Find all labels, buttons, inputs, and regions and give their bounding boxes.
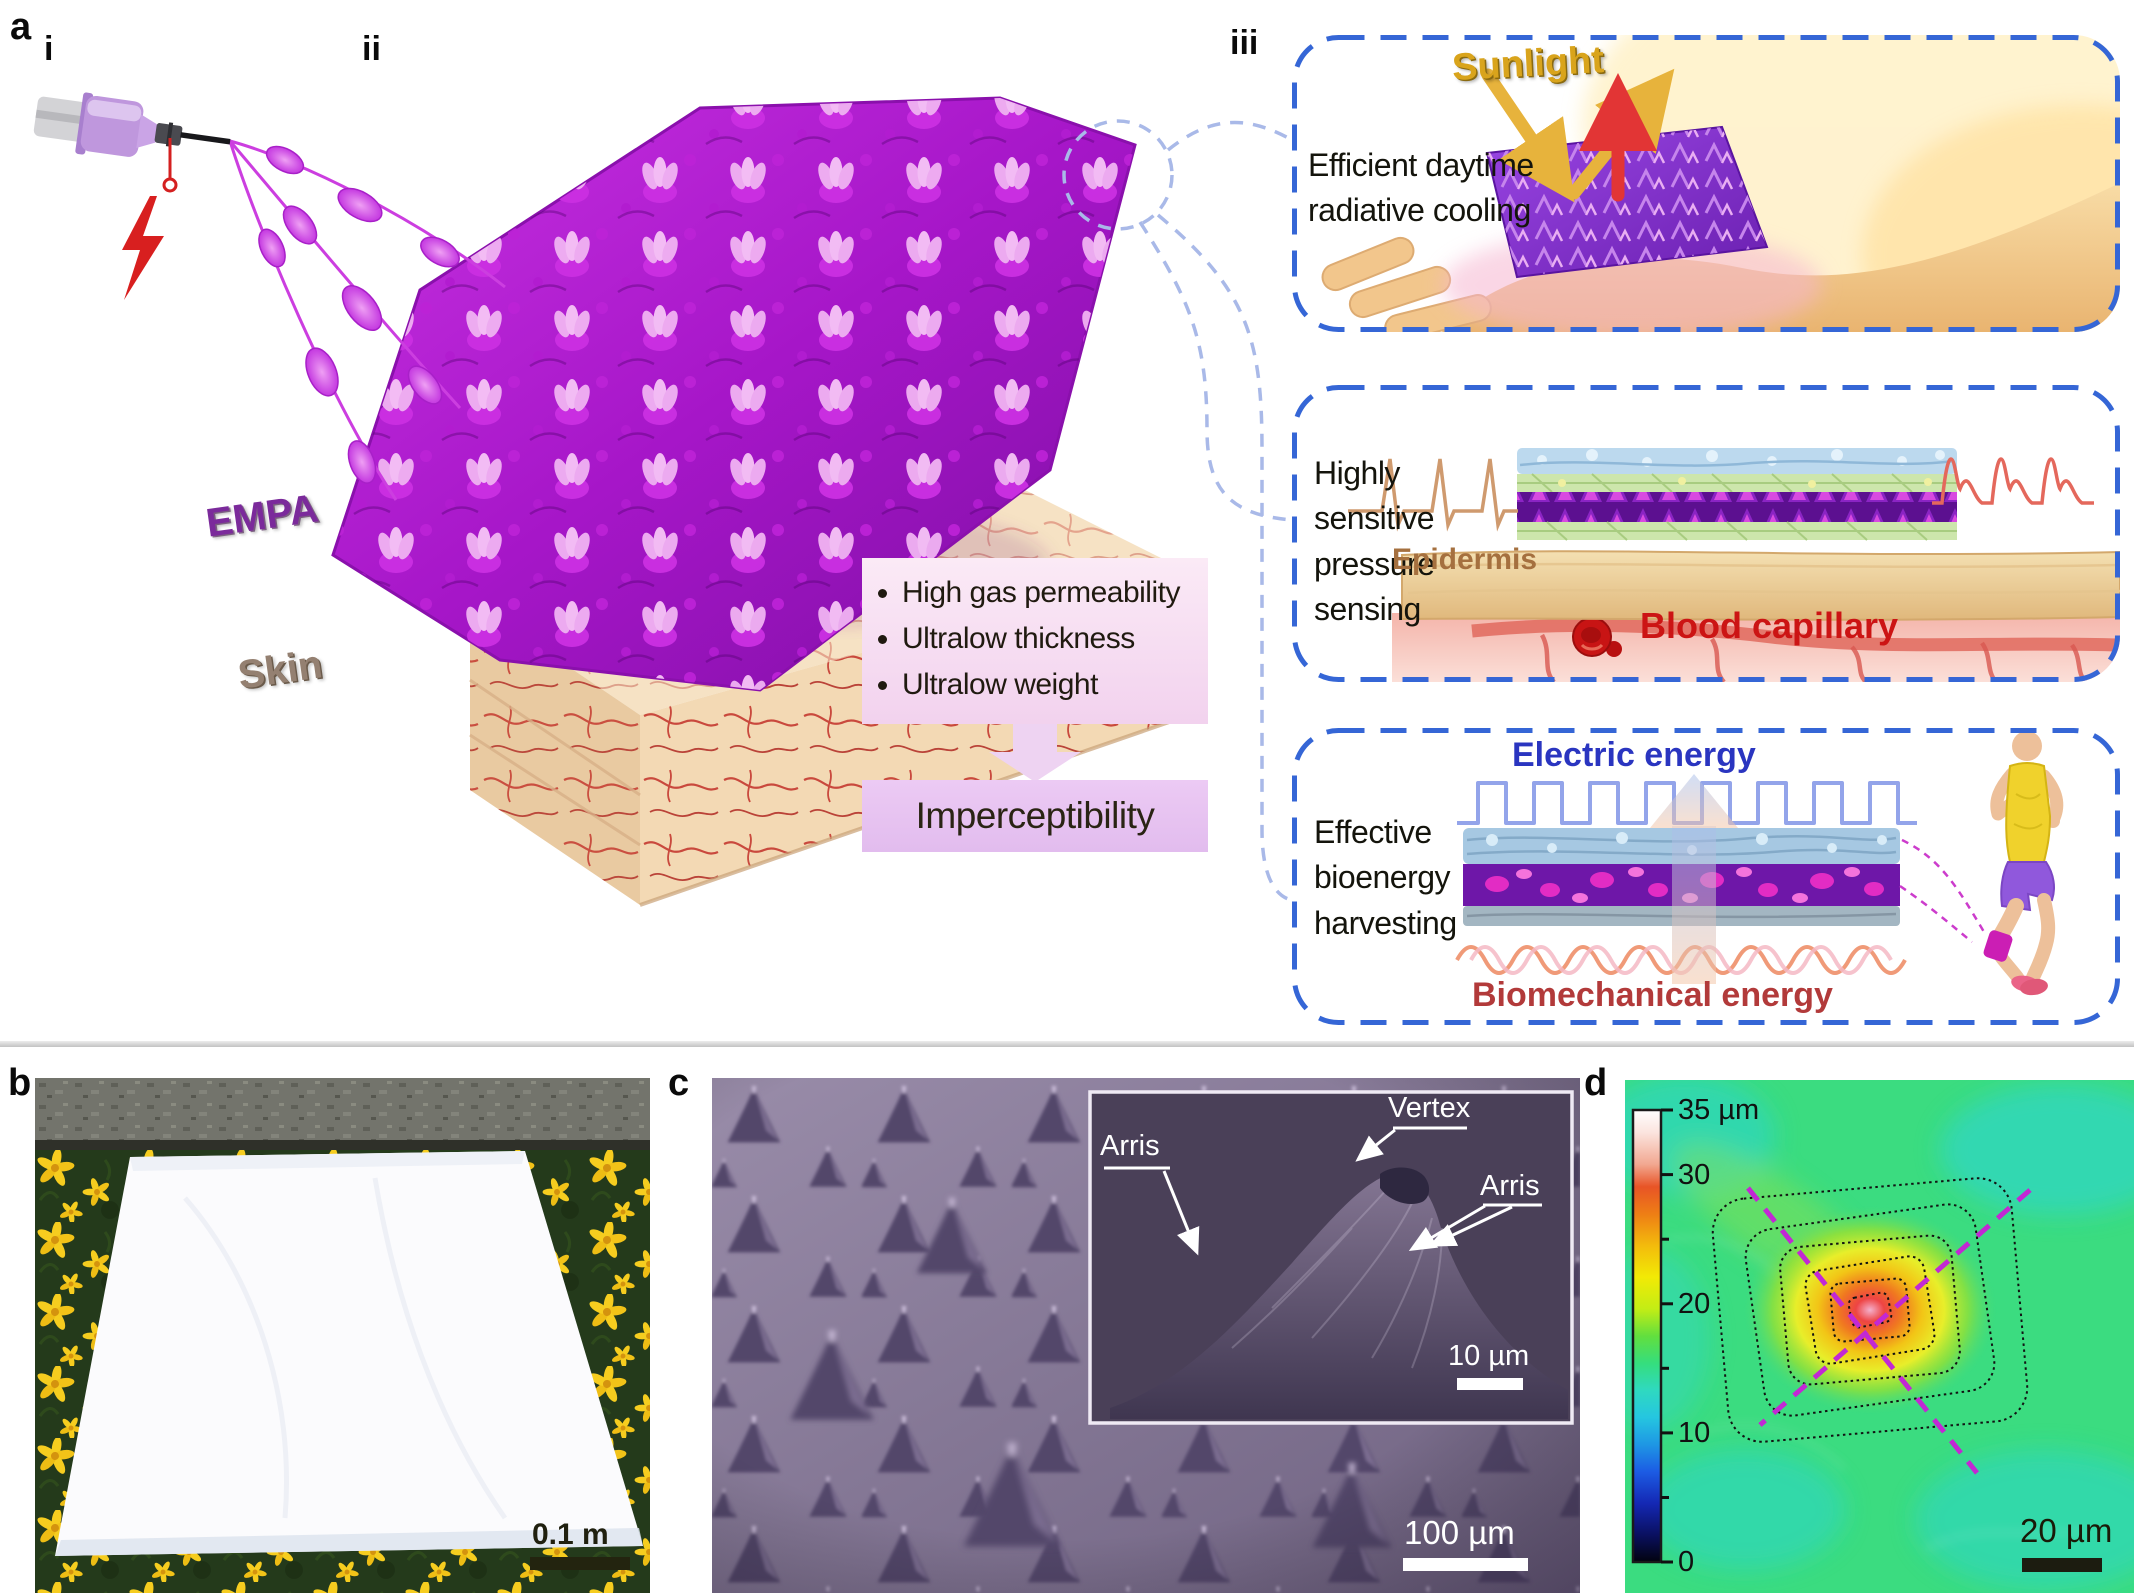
scale-label-c-inset: 10 µm bbox=[1448, 1340, 1530, 1372]
scale-label-d: 20 µm bbox=[2020, 1512, 2113, 1549]
colorbar-tick-0: 0 bbox=[1678, 1546, 1695, 1578]
diagonal-crease-dashes bbox=[1746, 1186, 2032, 1475]
high-voltage-icon bbox=[122, 138, 178, 300]
imperceptibility-box: Imperceptibility bbox=[862, 780, 1208, 852]
colorbar-tick-30: 30 bbox=[1678, 1159, 1711, 1191]
cooling-caption: Efficient daytime radiative cooling bbox=[1308, 147, 1534, 229]
syringe-icon bbox=[33, 92, 231, 157]
sem-inset bbox=[1088, 1090, 1574, 1425]
scale-label-c: 100 µm bbox=[1404, 1514, 1515, 1551]
electric-energy-label: Electric energy bbox=[1512, 736, 1756, 774]
colorbar bbox=[1631, 1108, 1673, 1564]
down-arrow-icon bbox=[989, 752, 1081, 782]
row-divider bbox=[0, 1041, 2134, 1047]
panel-c-sem bbox=[712, 1078, 1580, 1593]
panel-a-sub-iii: iii bbox=[1230, 24, 1259, 62]
panel-d-heatmap bbox=[1625, 1080, 2134, 1593]
sunlight-label: Sunlight bbox=[1450, 39, 1605, 89]
properties-box: High gas permeability Ultralow thickness… bbox=[862, 558, 1208, 724]
panel-a-sub-i: i bbox=[44, 30, 54, 68]
vertex-label: Vertex bbox=[1388, 1092, 1471, 1124]
biomechanical-energy-label: Biomechanical energy bbox=[1472, 976, 1833, 1014]
panel-b-photo bbox=[35, 1078, 650, 1593]
app-box-bioenergy: Electric energy Effective bioenergy harv… bbox=[1292, 728, 2120, 1025]
epidermis-label: Epidermis bbox=[1392, 543, 1538, 576]
arris-left-label: Arris bbox=[1100, 1130, 1160, 1162]
scale-bar-c bbox=[1403, 1558, 1528, 1571]
panel-a-illustration bbox=[33, 92, 1292, 907]
app-box-pressure: Highly sensitive pressure sensing Epider… bbox=[1292, 385, 2120, 682]
stone-wall bbox=[35, 1078, 650, 1144]
down-arrow-shaft bbox=[1013, 724, 1057, 752]
white-membrane-sheet bbox=[55, 1151, 643, 1556]
arris-right-label: Arris bbox=[1480, 1170, 1540, 1202]
scale-bar-d bbox=[2022, 1558, 2102, 1572]
panel-d-label: d bbox=[1584, 1062, 1607, 1104]
property-item: Ultralow thickness bbox=[902, 616, 1208, 662]
pressure-caption: Highly sensitive pressure sensing bbox=[1314, 455, 1435, 628]
panel-a-sub-ii: ii bbox=[362, 30, 381, 68]
panel-b-label: b bbox=[8, 1062, 31, 1104]
colorbar-tick-35: 35 µm bbox=[1678, 1094, 1760, 1126]
empa-membrane-illustration bbox=[331, 96, 1137, 692]
app-box-cooling: Sunlight Efficient daytime radiative coo… bbox=[1292, 35, 2120, 332]
fiber-beads bbox=[258, 145, 460, 484]
sensor-stack-illustration bbox=[1517, 448, 1957, 541]
bioenergy-caption: Effective bioenergy harvesting bbox=[1314, 814, 1457, 941]
property-item: Ultralow weight bbox=[902, 662, 1208, 708]
panel-a-label: a bbox=[10, 6, 31, 48]
blood-capillary-label: Blood capillary bbox=[1640, 605, 1899, 646]
scale-bar-b bbox=[530, 1557, 630, 1570]
colorbar-tick-10: 10 bbox=[1678, 1417, 1711, 1449]
panel-c-label: c bbox=[668, 1062, 689, 1104]
scale-label-b: 0.1 m bbox=[532, 1518, 609, 1551]
property-item: High gas permeability bbox=[902, 570, 1208, 616]
connector-dashes bbox=[1062, 119, 1292, 902]
colorbar-tick-20: 20 bbox=[1678, 1288, 1711, 1320]
scale-bar-c-inset bbox=[1457, 1378, 1523, 1390]
indentation-hotspot bbox=[1712, 1180, 2028, 1440]
